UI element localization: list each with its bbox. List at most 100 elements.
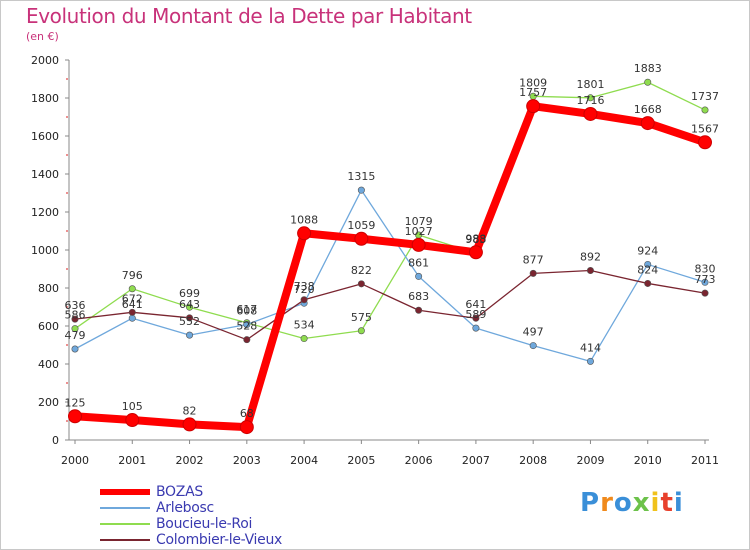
data-label: 1801 — [576, 78, 604, 91]
data-label: 636 — [65, 299, 86, 312]
data-point — [243, 320, 251, 328]
data-point — [182, 417, 197, 432]
logo-letter: t — [660, 488, 674, 518]
data-point — [644, 279, 652, 287]
y-tick-label: 2000 — [31, 54, 59, 67]
y-tick-label: 1800 — [31, 92, 59, 105]
data-label: 641 — [465, 298, 486, 311]
data-label: 1737 — [691, 90, 719, 103]
data-label: 720 — [294, 283, 315, 296]
y-tick-label: 400 — [38, 358, 59, 371]
legend-label: Arlebosc — [156, 500, 214, 516]
proxiti-logo: Proxiti — [580, 488, 684, 518]
data-point — [468, 245, 483, 260]
data-point — [472, 324, 480, 332]
y-tick-label: 1400 — [31, 168, 59, 181]
line-chart: 0 200 400 600 800 1000 1200 1400 1600 1800 2000 200… — [31, 54, 719, 467]
data-label: 617 — [236, 303, 257, 316]
data-point — [300, 335, 308, 343]
series-line — [74, 269, 706, 341]
x-tick-label: 2008 — [519, 454, 547, 467]
x-tick-label: 2003 — [233, 454, 261, 467]
data-label: 824 — [637, 263, 658, 276]
data-label: 892 — [580, 251, 601, 264]
data-label: 1567 — [691, 122, 719, 135]
y-minor-tick — [66, 382, 68, 384]
data-point — [297, 226, 312, 241]
data-point — [415, 306, 423, 314]
series-line — [74, 189, 706, 362]
y-minor-tick — [66, 154, 68, 156]
y-tick-label: 1600 — [31, 130, 59, 143]
x-tick-label: 2006 — [405, 454, 433, 467]
logo-letter: r — [600, 488, 614, 518]
data-point — [239, 420, 254, 435]
x-tick-label: 2010 — [634, 454, 662, 467]
data-label: 861 — [408, 256, 429, 269]
chart-title: Evolution du Montant de la Dette par Hab… — [26, 4, 472, 28]
data-label: 589 — [465, 308, 486, 321]
data-label: 68 — [240, 407, 254, 420]
y-tick-label: 1000 — [31, 244, 59, 257]
y-minor-tick — [66, 344, 68, 346]
data-point — [644, 260, 652, 268]
legend-swatch — [100, 489, 150, 495]
legend-label: BOZAS — [156, 484, 203, 500]
data-point — [68, 409, 82, 424]
data-point — [472, 314, 480, 322]
data-label: 983 — [465, 233, 486, 246]
data-point — [526, 99, 541, 114]
data-point — [586, 267, 594, 275]
data-label: 1716 — [576, 94, 604, 107]
data-label: 672 — [122, 292, 143, 305]
data-label: 1059 — [347, 219, 375, 232]
logo-letter: i — [650, 488, 661, 518]
data-label: 830 — [695, 262, 716, 275]
data-label: 988 — [465, 232, 486, 245]
data-label: 82 — [183, 404, 197, 417]
data-label: 608 — [236, 304, 257, 317]
data-label: 1757 — [519, 86, 547, 99]
data-label: 641 — [122, 298, 143, 311]
y-minor-tick — [66, 306, 68, 308]
data-label: 1809 — [519, 76, 547, 89]
x-tick-label: 2001 — [118, 454, 146, 467]
data-point — [186, 331, 194, 339]
data-label: 528 — [236, 320, 257, 333]
legend-swatch — [100, 539, 150, 541]
data-point — [71, 315, 79, 323]
data-label: 924 — [637, 244, 658, 257]
data-label: 552 — [179, 315, 200, 328]
data-point — [698, 135, 712, 150]
y-minor-tick — [66, 420, 68, 422]
data-label: 1027 — [405, 225, 433, 238]
data-point — [586, 94, 594, 102]
data-point — [125, 413, 140, 428]
legend-swatch — [100, 523, 150, 525]
data-label: 1668 — [634, 103, 662, 116]
legend-swatch — [100, 507, 150, 509]
y-minor-tick — [66, 268, 68, 270]
data-label: 125 — [65, 396, 86, 409]
data-label: 414 — [580, 341, 601, 354]
data-point — [128, 285, 136, 293]
y-minor-tick — [66, 192, 68, 194]
data-label: 796 — [122, 269, 143, 282]
data-label: 773 — [695, 273, 716, 286]
logo-letter: i — [673, 488, 684, 518]
y-minor-tick — [66, 116, 68, 118]
data-point — [644, 78, 652, 86]
y-tick-label: 800 — [38, 282, 59, 295]
logo-letter: o — [613, 488, 633, 518]
data-label: 738 — [294, 280, 315, 293]
data-label: 683 — [408, 290, 429, 303]
y-tick-label: 0 — [52, 434, 59, 447]
data-point — [71, 325, 79, 333]
data-label: 534 — [294, 319, 315, 332]
data-label: 822 — [351, 264, 372, 277]
legend-label: Colombier-le-Vieux — [156, 532, 283, 548]
data-label: 479 — [65, 329, 86, 342]
x-tick-label: 2000 — [61, 454, 89, 467]
legend-label: Boucieu-le-Roi — [156, 516, 253, 532]
data-point — [186, 314, 194, 322]
